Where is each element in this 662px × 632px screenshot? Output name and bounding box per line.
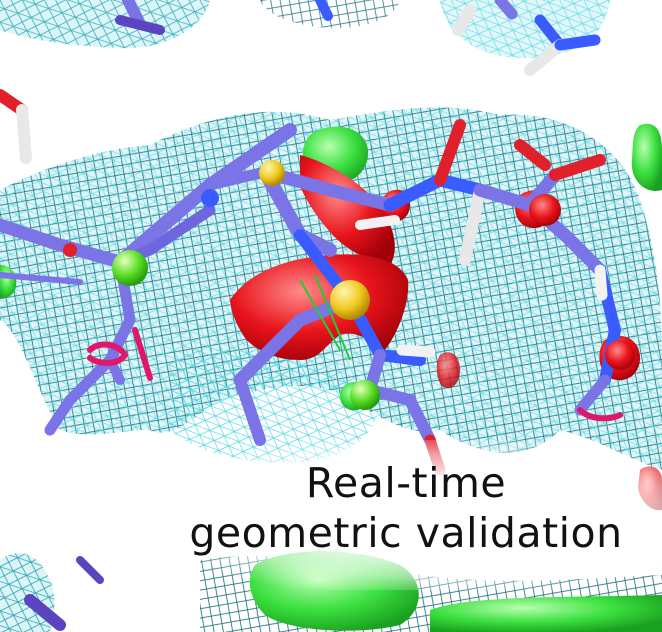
caption-line-1: Real-time [305, 459, 507, 507]
outlier-spikes [299, 274, 351, 361]
rotamer-marker-icons [87, 327, 623, 422]
density-mesh-top [0, 0, 610, 59]
hydrogen-atoms [355, 215, 608, 358]
caption-line-2: geometric validation [189, 509, 623, 557]
caption: Real-time geometric validation [160, 458, 652, 558]
atoms [63, 160, 635, 410]
top-residues [0, 0, 601, 164]
caption-backdrop [150, 440, 662, 590]
